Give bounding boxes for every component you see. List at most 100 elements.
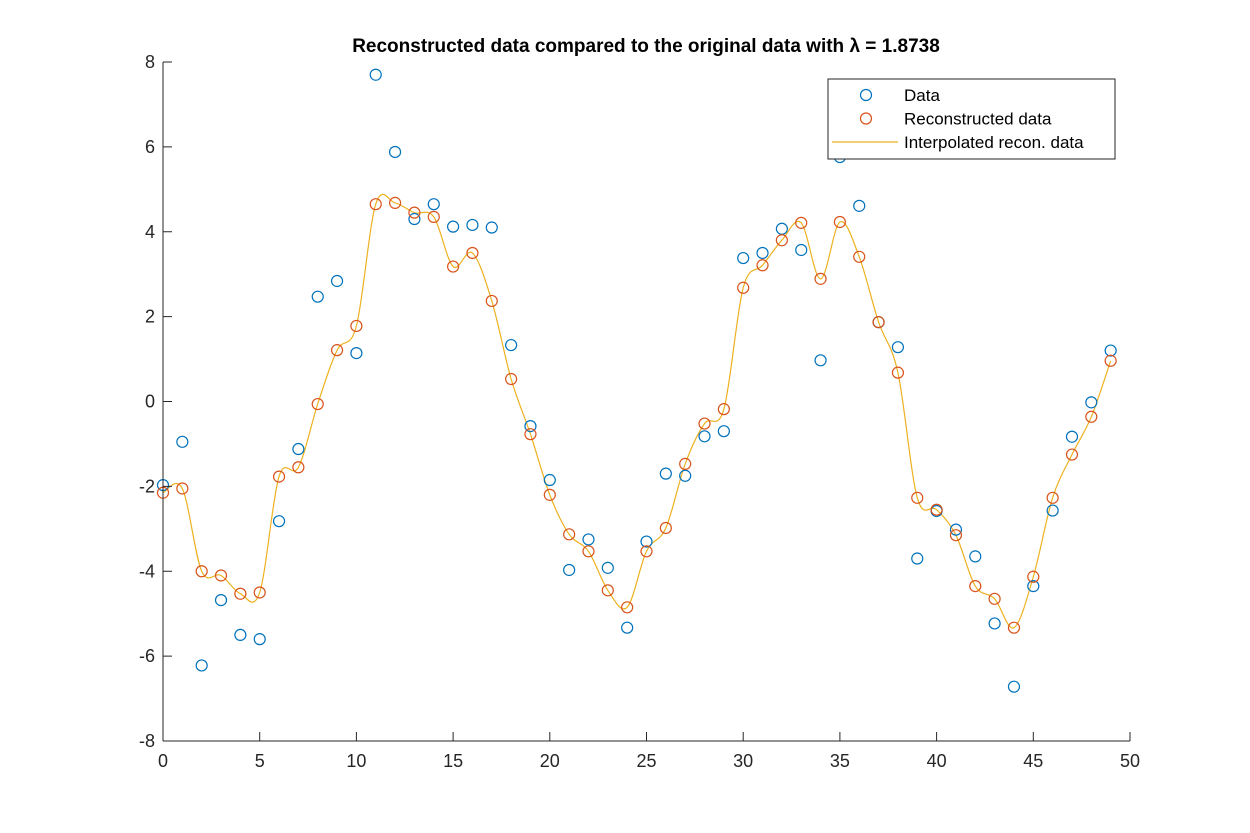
data-point-reconstructed <box>775 234 788 247</box>
data-point-original <box>582 533 595 546</box>
legend-label: Reconstructed data <box>904 110 1052 129</box>
data-point-reconstructed <box>485 294 498 308</box>
data-point-original <box>234 628 247 642</box>
legend-box <box>827 78 1116 160</box>
chart-title: Reconstructed data compared to the origi… <box>352 36 940 57</box>
data-point-reconstructed <box>814 272 827 285</box>
data-point-original <box>330 274 344 288</box>
data-point-reconstructed <box>988 592 1001 605</box>
legend-label: Interpolated recon. data <box>904 133 1084 152</box>
data-point-reconstructed <box>292 461 305 474</box>
x-tick-label: 40 <box>927 751 947 771</box>
y-tick-label: -4 <box>139 561 155 581</box>
data-point-original <box>466 218 479 232</box>
y-tick-label: 0 <box>145 392 155 412</box>
data-point-reconstructed <box>466 246 479 260</box>
data-point-reconstructed <box>969 580 982 593</box>
data-point-original <box>1027 580 1040 593</box>
data-point-original <box>563 563 576 577</box>
x-tick-label: 15 <box>443 751 463 771</box>
data-point-reconstructed <box>447 260 460 273</box>
legend-marker <box>859 112 873 125</box>
data-point-reconstructed <box>234 587 247 600</box>
data-point-original <box>891 341 905 354</box>
data-point-reconstructed <box>350 319 363 333</box>
x-tick-label: 20 <box>540 751 560 771</box>
data-point-reconstructed <box>408 206 421 219</box>
data-point-reconstructed <box>795 216 808 229</box>
data-point-reconstructed <box>427 210 440 223</box>
data-point-reconstructed <box>659 521 672 535</box>
data-point-original <box>1007 680 1021 693</box>
data-point-reconstructed <box>640 545 653 558</box>
data-point-original <box>601 561 614 574</box>
data-point-reconstructed <box>621 601 634 614</box>
x-tick-label: 35 <box>830 751 850 771</box>
data-point-original <box>949 523 963 536</box>
data-point-reconstructed <box>891 366 905 379</box>
data-point-reconstructed <box>679 457 692 470</box>
data-point-reconstructed <box>214 569 228 582</box>
data-point-original <box>795 243 808 257</box>
data-point-original <box>1085 396 1098 409</box>
data-point-original <box>1065 430 1079 443</box>
data-point-original <box>505 338 518 352</box>
data-point-original <box>272 515 286 528</box>
data-point-original <box>485 221 498 234</box>
legend: Data Reconstructed data Interpolated recon… <box>827 78 1116 160</box>
y-tick-label: -8 <box>139 731 155 751</box>
data-point-original <box>621 621 634 634</box>
data-point-reconstructed <box>195 565 208 578</box>
data-point-original <box>911 552 924 565</box>
data-point-reconstructed <box>756 259 769 272</box>
data-point-reconstructed <box>833 215 847 229</box>
data-point-original <box>969 550 982 563</box>
data-point-reconstructed <box>253 586 266 599</box>
y-tick-label: 8 <box>145 52 155 72</box>
data-point-original <box>408 212 421 226</box>
data-point-reconstructed <box>717 403 730 416</box>
data-point-reconstructed <box>737 281 750 294</box>
data-point-original <box>853 199 866 212</box>
data-point-original <box>640 535 653 548</box>
data-point-reconstructed <box>949 529 963 542</box>
x-tick-label: 45 <box>1023 751 1043 771</box>
data-point-original <box>427 198 440 211</box>
x-tick-label: 30 <box>733 751 753 771</box>
data-point-original <box>659 467 672 480</box>
data-point-original <box>679 469 692 482</box>
data-point-reconstructed <box>505 372 518 386</box>
data-point-original <box>214 594 228 607</box>
data-point-original <box>350 347 363 360</box>
data-point-reconstructed <box>176 482 189 495</box>
x-tick-label: 5 <box>255 751 265 771</box>
data-point-original <box>717 425 730 438</box>
data-point-reconstructed <box>1065 448 1079 461</box>
data-point-original <box>1104 344 1117 357</box>
data-point-original <box>814 354 827 367</box>
data-point-original <box>388 145 402 159</box>
data-point-reconstructed <box>1046 491 1059 504</box>
data-point-original <box>253 633 266 646</box>
data-point-original <box>176 435 189 448</box>
data-point-original <box>292 442 305 456</box>
data-point-reconstructed <box>330 344 344 357</box>
data-point-original <box>698 430 711 443</box>
series-line-interpolated <box>162 193 1112 629</box>
data-point-reconstructed <box>524 428 537 441</box>
data-point-reconstructed <box>563 528 576 541</box>
data-point-reconstructed <box>853 250 866 263</box>
data-point-reconstructed <box>369 198 382 211</box>
data-point-reconstructed <box>601 584 614 597</box>
data-point-reconstructed <box>872 316 885 329</box>
x-tick-label: 0 <box>158 751 168 771</box>
data-point-original <box>1046 504 1059 517</box>
data-point-original <box>543 473 556 487</box>
data-point-original <box>756 246 769 260</box>
data-point-original <box>369 68 382 81</box>
data-point-reconstructed <box>1085 410 1098 423</box>
axes: 0 5 10 15 20 25 30 35 40 45 50 -8 -6 -4 -2 0 2 4 6 8 <box>139 52 1140 771</box>
data-point-original <box>988 617 1001 630</box>
data-point-reconstructed <box>543 488 556 501</box>
